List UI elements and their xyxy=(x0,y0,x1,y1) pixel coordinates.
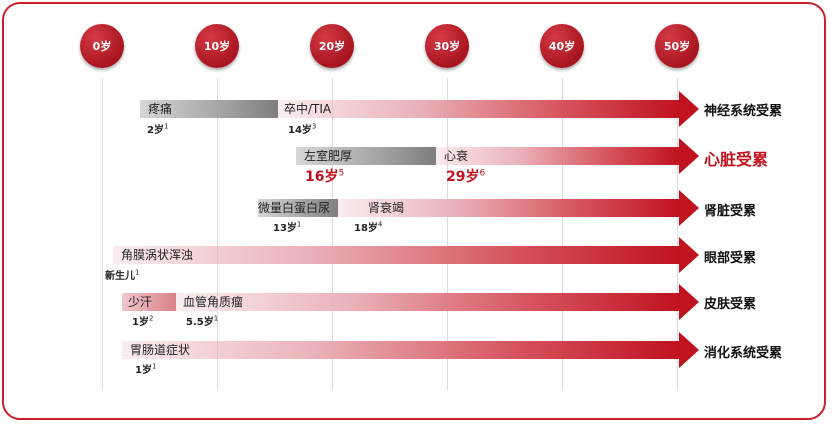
neuro-pain-bar xyxy=(140,100,278,118)
age-marker-20: 20岁 xyxy=(310,24,354,68)
eye-organ-label: 眼部受累 xyxy=(704,251,757,266)
gi-seg1-label: 胃肠道症状 xyxy=(130,343,191,357)
neuro-arrow-head xyxy=(679,91,699,127)
gridline-50 xyxy=(677,78,678,390)
heart-note2: 29岁6 xyxy=(446,168,486,185)
kidney-organ-label: 肾脏受累 xyxy=(704,204,757,219)
heart-organ-label: 心脏受累 xyxy=(704,150,769,169)
heart-lvh-bar xyxy=(296,147,436,165)
heart-seg2-label: 心衰 xyxy=(444,149,469,163)
kidney-seg2-label: 肾衰竭 xyxy=(368,201,405,215)
neuro-arrow-bar xyxy=(278,100,680,118)
age-marker-30: 30岁 xyxy=(425,24,469,68)
kidney-seg1-label: 微量白蛋白尿 xyxy=(258,201,331,215)
kidney-arrow-head xyxy=(679,190,699,226)
gi-arrow-head xyxy=(679,332,699,368)
heart-note1: 16岁5 xyxy=(305,168,345,185)
kidney-note2: 18岁4 xyxy=(354,220,383,234)
heart-seg1-label: 左室肥厚 xyxy=(304,149,353,163)
kidney-arrow-bar xyxy=(336,199,680,217)
neuro-note2: 14岁3 xyxy=(288,122,317,136)
skin-arrow-head xyxy=(679,284,699,320)
heart-arrow-bar xyxy=(435,147,680,165)
gi-organ-label: 消化系统受累 xyxy=(704,346,783,361)
skin-seg2-label: 血管角质瘤 xyxy=(183,295,244,309)
neuro-seg1-label: 疼痛 xyxy=(148,102,173,116)
skin-hypohidrosis-bar xyxy=(122,293,176,311)
neuro-seg2-label: 卒中/TIA xyxy=(284,102,332,116)
skin-note2: 5.5岁1 xyxy=(186,314,219,328)
eye-note1: 新生儿1 xyxy=(105,268,140,282)
neuro-note1: 2岁1 xyxy=(147,122,169,136)
gridline-20 xyxy=(332,78,333,390)
skin-note1: 1岁2 xyxy=(132,314,154,328)
age-marker-50: 50岁 xyxy=(655,24,699,68)
gridline-10 xyxy=(217,78,218,390)
kidney-note1: 13岁1 xyxy=(273,220,302,234)
age-marker-40: 40岁 xyxy=(540,24,584,68)
skin-organ-label: 皮肤受累 xyxy=(704,297,757,312)
gridline-40 xyxy=(562,78,563,390)
gridline-0 xyxy=(102,78,103,390)
heart-arrow-head xyxy=(679,138,699,174)
gi-note1: 1岁1 xyxy=(135,362,157,376)
age-marker-10: 10岁 xyxy=(195,24,239,68)
slide-frame xyxy=(2,2,826,420)
kidney-microalb-bar xyxy=(258,199,338,217)
skin-arrow-bar xyxy=(176,293,680,311)
eye-seg1-label: 角膜涡状浑浊 xyxy=(121,248,194,262)
gridline-30 xyxy=(447,78,448,390)
age-marker-0: 0岁 xyxy=(80,24,124,68)
neuro-organ-label: 神经系统受累 xyxy=(704,104,783,119)
gi-arrow-bar xyxy=(122,341,680,359)
eye-arrow-bar xyxy=(113,246,680,264)
eye-arrow-head xyxy=(679,237,699,273)
skin-seg1-label: 少汗 xyxy=(128,295,153,309)
